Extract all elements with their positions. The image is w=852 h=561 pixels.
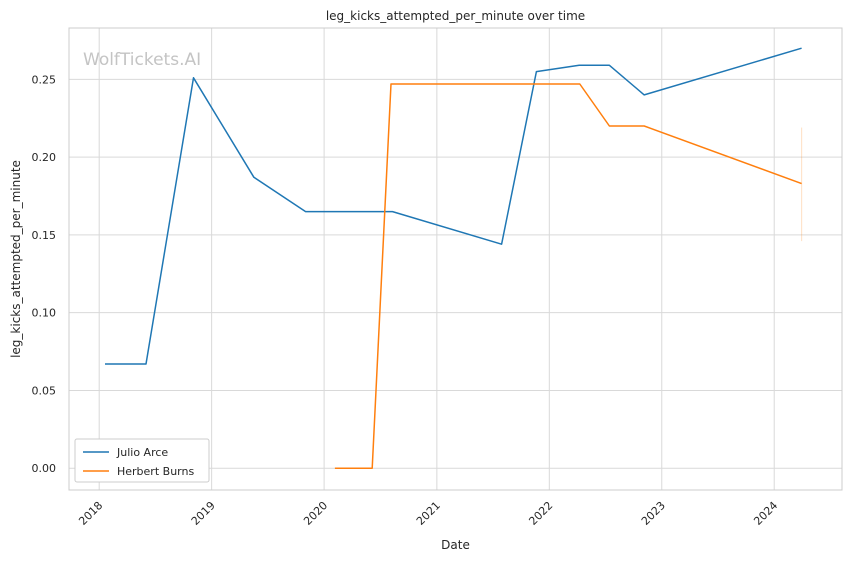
x-tick-label: 2023	[639, 499, 668, 528]
y-tick-label: 0.25	[32, 73, 57, 86]
x-tick-label: 2018	[76, 499, 105, 528]
legend-label: Herbert Burns	[117, 465, 194, 478]
watermark-text: WolfTickets.AI	[83, 50, 201, 70]
chart-title: leg_kicks_attempted_per_minute over time	[326, 9, 585, 23]
y-tick-label: 0.15	[32, 229, 57, 242]
series-line	[334, 83, 802, 469]
x-tick-label: 2022	[526, 499, 555, 528]
legend: Julio Arce Herbert Burns	[74, 438, 210, 483]
y-tick-label: 0.10	[32, 307, 57, 320]
plot-area	[68, 27, 843, 491]
x-tick-label: 2020	[301, 499, 330, 528]
x-tick-label: 2021	[414, 499, 443, 528]
x-axis-title: Date	[441, 538, 470, 552]
legend-label: Julio Arce	[116, 446, 168, 459]
x-tick-label: 2024	[751, 499, 780, 528]
y-tick-label: 0.05	[32, 384, 57, 397]
y-tick-label: 0.00	[32, 462, 57, 475]
y-tick-label: 0.20	[32, 151, 57, 164]
x-tick-label: 2019	[189, 499, 218, 528]
series-line	[105, 47, 802, 365]
y-axis-title: leg_kicks_attempted_per_minute	[9, 160, 23, 358]
